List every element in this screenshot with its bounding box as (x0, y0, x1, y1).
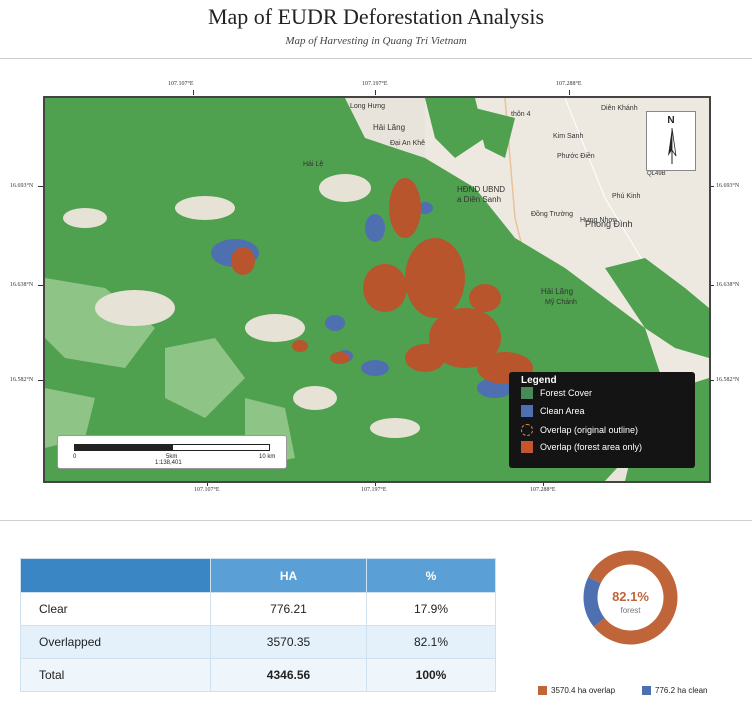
row-ha: 3570.35 (210, 625, 367, 659)
row-ha: 4346.56 (210, 658, 367, 692)
place-label: Diên Khánh (601, 105, 638, 112)
row-label: Clear (20, 592, 211, 626)
place-label: Long Hưng (350, 103, 385, 110)
place-label: Kim Sanh (553, 133, 583, 140)
overlap-forest-swatch (521, 441, 533, 453)
table-row-overlapped: Overlapped 3570.35 82.1% (20, 625, 496, 659)
top-tick (375, 90, 376, 95)
page-title: Map of EUDR Deforestation Analysis (207, 4, 545, 29)
table-row-clear: Clear 776.21 17.9% (20, 592, 496, 626)
place-label: QL49B (647, 171, 666, 177)
legend-item-clean: Clean Area (521, 404, 585, 418)
right-tick (709, 285, 714, 286)
left-coord-2: 16.638°N (10, 282, 34, 288)
place-label: Đại An Khê (390, 140, 425, 147)
clean-swatch (521, 405, 533, 417)
legend-item-overlap-forest: Overlap (forest area only) (521, 440, 642, 454)
top-tick (193, 90, 194, 95)
row-pct: 17.9% (366, 592, 496, 626)
row-label: Total (20, 658, 211, 692)
donut-center-value: 82.1% (612, 589, 649, 604)
map-legend: Legend Forest Cover Clean Area Overlap (… (509, 372, 695, 468)
left-tick (38, 186, 43, 187)
right-coord-2: 16.638°N (716, 282, 740, 288)
scale-ratio: 1:138,401 (155, 460, 182, 466)
donut-legend-overlap: 3570.4 ha overlap (538, 686, 615, 695)
north-label: N (667, 115, 675, 126)
legend-title: Legend (521, 375, 557, 386)
legend-item-overlap-outline: Overlap (original outline) (521, 423, 638, 437)
donut-legend-clean: 776.2 ha clean (642, 686, 708, 695)
place-label: a Diên Sanh (457, 195, 501, 204)
top-coord-1: 107.107°E (168, 81, 194, 87)
top-coord-3: 107.288°E (556, 81, 582, 87)
donut-center-label: forest (620, 606, 641, 615)
page-subtitle: Map of Harvesting in Quang Tri Vietnam (285, 35, 467, 47)
place-label: Hưng Nhơn (580, 217, 617, 224)
clearings (63, 174, 420, 438)
row-pct: 82.1% (366, 625, 496, 659)
place-label: Phước Điền (557, 151, 595, 160)
bottom-tick (207, 481, 208, 486)
scale-start: 0 (73, 454, 77, 460)
scale-bar (74, 444, 270, 451)
bottom-coord-1: 107.107°E (194, 487, 220, 493)
overlap-legend-swatch (538, 686, 547, 695)
legend-item-forest: Forest Cover (521, 386, 592, 400)
bottom-coord-3: 107.288°E (530, 487, 556, 493)
right-coord-1: 16.693°N (716, 183, 740, 189)
table-header-label (20, 558, 211, 593)
forest-swatch (521, 387, 533, 399)
clean-legend-swatch (642, 686, 651, 695)
place-label: Đồng Trường (531, 209, 573, 218)
bottom-tick (543, 481, 544, 486)
overlap-area (231, 178, 533, 384)
left-tick (38, 285, 43, 286)
section-divider (0, 520, 752, 521)
table-header-ha: HA (210, 558, 367, 593)
stats-table: HA % Clear 776.21 17.9% Overlapped 3570.… (20, 558, 496, 692)
place-label: Hải Lệ (303, 161, 323, 168)
scale-mid: 5km (166, 454, 178, 460)
table-header-row: HA % (20, 558, 496, 593)
place-label: Hải Lăng (373, 123, 405, 132)
north-arrow: N (646, 111, 696, 171)
place-label: thôn 4 (511, 111, 531, 118)
place-labels: Long Hưng Hải Lăng Đại An Khê Hải Lệ thô… (303, 103, 666, 306)
table-header-pct: % (366, 558, 496, 593)
table-row-total: Total 4346.56 100% (20, 658, 496, 692)
top-tick (569, 90, 570, 95)
place-label: Mỹ Chánh (545, 299, 577, 306)
bottom-coord-2: 107.197°E (361, 487, 387, 493)
place-label: HĐND UBND (457, 185, 505, 194)
place-label: Phong Đình (585, 219, 633, 229)
right-coord-3: 16.582°N (716, 377, 740, 383)
right-tick (709, 186, 714, 187)
donut-chart (583, 550, 678, 645)
left-tick (38, 380, 43, 381)
place-label: Hải Lăng (541, 287, 573, 296)
top-coord-2: 107.197°E (362, 81, 388, 87)
place-label: Phú Kinh (612, 193, 641, 200)
left-coord-1: 16.693°N (10, 183, 34, 189)
right-tick (709, 380, 714, 381)
row-pct: 100% (366, 658, 496, 692)
row-ha: 776.21 (210, 592, 367, 626)
donut-slice-overlap (588, 550, 678, 645)
north-arrow-icon (668, 127, 677, 164)
row-label: Overlapped (20, 625, 211, 659)
bottom-tick (375, 481, 376, 486)
overlap-outline-swatch (521, 424, 533, 436)
scale-end: 10 km (259, 454, 276, 460)
left-coord-3: 16.582°N (10, 377, 34, 383)
donut-slice-clean (583, 577, 605, 627)
top-divider (0, 58, 752, 59)
scale-bar-box (57, 435, 287, 469)
